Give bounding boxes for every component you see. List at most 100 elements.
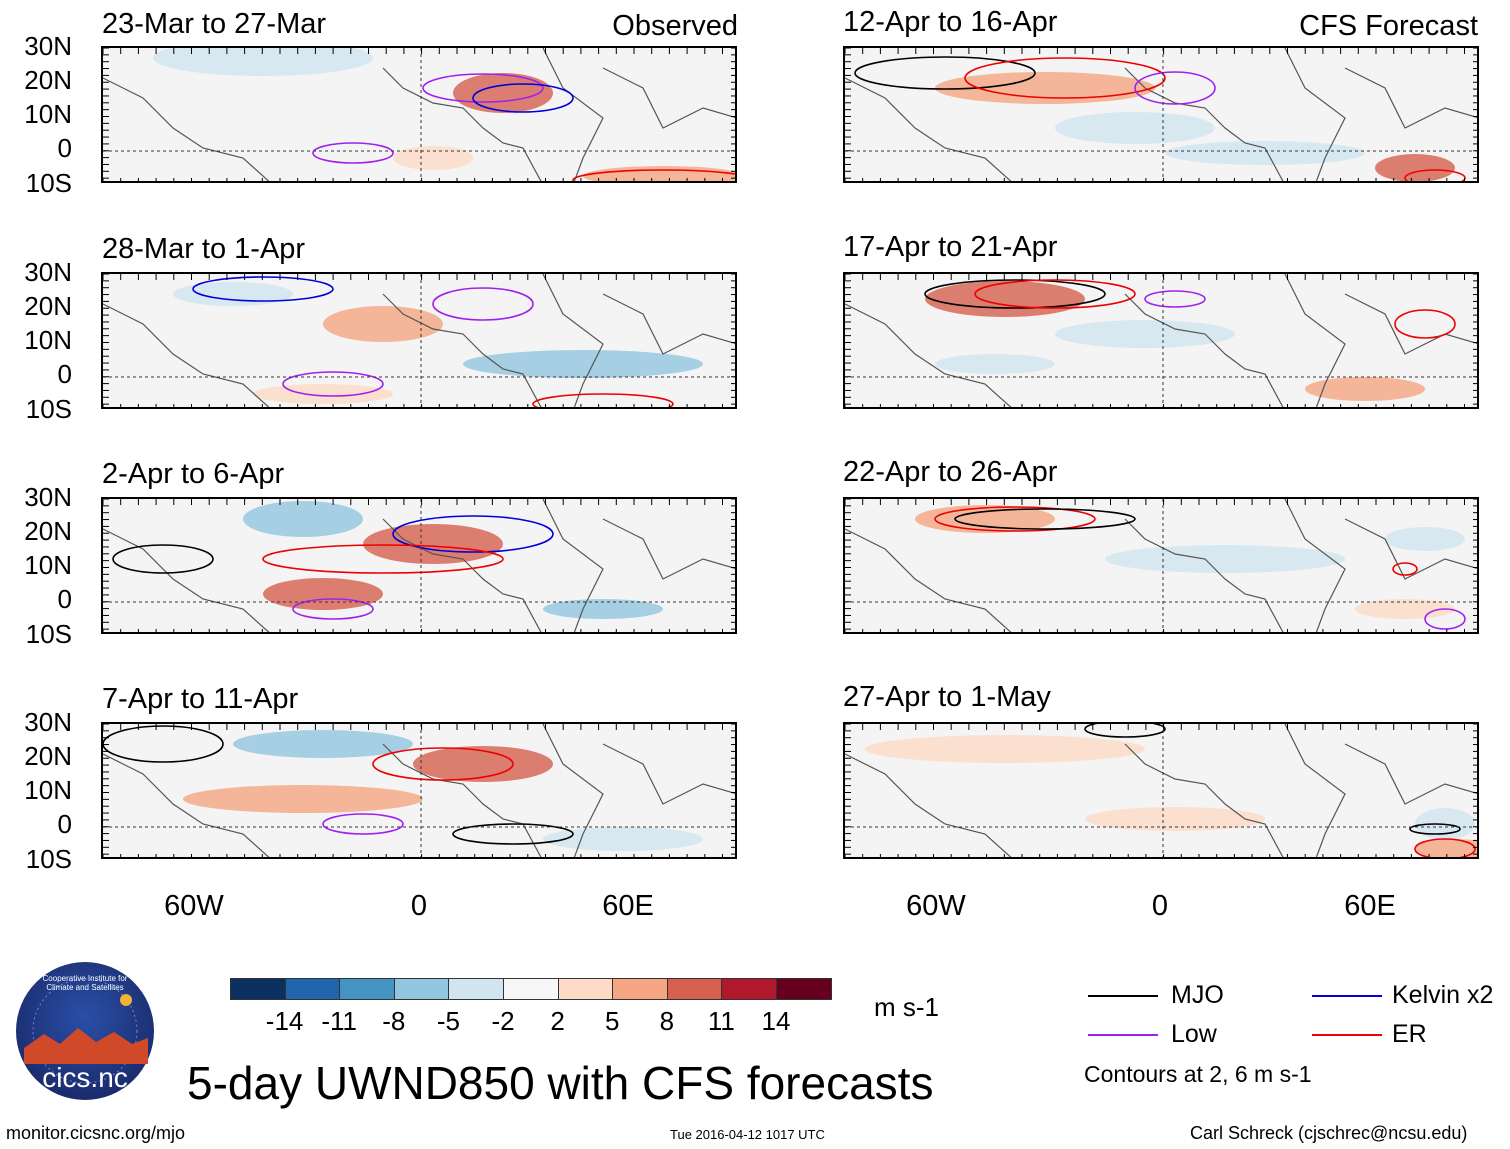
wave-contour — [964, 57, 1166, 99]
colorbar-label: 2 — [550, 1006, 565, 1036]
colorbar-swatch — [284, 978, 341, 1000]
wave-contour — [974, 279, 1136, 309]
wave-contour — [452, 823, 574, 845]
credit: Carl Schreck (cjschrec@ncsu.edu) — [1190, 1123, 1468, 1143]
wave-contour — [422, 73, 544, 103]
wind-anomaly-shading — [925, 281, 1085, 317]
figure-title: 5-day UWND850 with CFS forecasts — [187, 1057, 934, 1109]
y-tick-20n-row1: 20N — [24, 65, 72, 95]
colorbar-swatch — [612, 978, 668, 1000]
wind-anomaly-shading — [543, 599, 663, 619]
x-tick-60w-right: 60W — [906, 890, 966, 922]
colorbar-swatch — [776, 978, 832, 1000]
wave-contour — [103, 725, 224, 763]
observed-label: Observed — [612, 10, 738, 42]
wind-anomaly-shading — [1355, 599, 1455, 619]
colorbar-label: 14 — [761, 1006, 791, 1036]
wave-contour — [924, 279, 1106, 309]
legend-low-line — [1088, 1034, 1158, 1036]
wave-contour — [292, 598, 374, 620]
colorbar-label: -2 — [491, 1006, 515, 1036]
wave-contour — [112, 544, 214, 574]
wind-anomaly-shading — [263, 578, 383, 610]
coastline — [103, 48, 735, 181]
wind-anomaly-shading — [463, 350, 703, 378]
wave-contour — [1414, 838, 1476, 857]
x-tick-60e-left: 60E — [602, 890, 654, 922]
legend-note: Contours at 2, 6 m s-1 — [1084, 1061, 1312, 1087]
y-tick-10n-row4: 10N — [24, 775, 72, 805]
panel-title-fc-1: 12-Apr to 16-Apr — [843, 6, 1058, 38]
wind-anomaly-shading — [865, 735, 1145, 763]
wave-contour — [934, 506, 1096, 532]
colorbar-swatch — [339, 978, 395, 1000]
y-tick-10s-row3: 10S — [25, 619, 72, 649]
colorbar-swatch — [666, 978, 723, 1000]
map-svg — [103, 499, 735, 632]
colorbar-swatch — [230, 978, 286, 1000]
colorbar-label: -14 — [265, 1006, 304, 1036]
wave-contour — [1084, 724, 1166, 738]
y-tick-30n-row1: 30N — [24, 31, 72, 61]
y-tick-10n-row3: 10N — [24, 550, 72, 580]
legend-kelvin-line — [1312, 995, 1382, 997]
y-tick-20n-row4: 20N — [24, 741, 72, 771]
coastline — [103, 724, 735, 857]
logo-ring-text: Cooperative Institute for Climate and Sa… — [42, 974, 128, 992]
map-panel-obs-1 — [101, 46, 737, 183]
y-tick-eq-row3: 0 — [57, 584, 72, 614]
wave-contour — [432, 287, 534, 321]
colorbar-label: -5 — [436, 1006, 460, 1036]
map-panel-fc-3 — [843, 497, 1479, 634]
colorbar-label: -8 — [382, 1006, 406, 1036]
wave-contour — [1394, 309, 1456, 339]
wind-anomaly-shading — [1375, 154, 1455, 181]
wind-anomaly-shading — [1085, 807, 1265, 831]
wave-contour — [312, 142, 394, 164]
wave-contour — [1392, 562, 1418, 576]
y-tick-10s-row1: 10S — [25, 168, 72, 198]
panel-title-fc-4: 27-Apr to 1-May — [843, 681, 1051, 713]
map-panel-obs-2 — [101, 272, 737, 409]
wind-anomaly-shading — [243, 501, 363, 537]
coastline — [845, 48, 1477, 181]
wave-contour — [1134, 71, 1216, 105]
y-tick-30n-row4: 30N — [24, 707, 72, 737]
colorbar-label: 5 — [604, 1006, 620, 1036]
wave-contour — [572, 169, 735, 181]
wind-anomaly-shading — [1055, 112, 1215, 144]
coastline — [845, 274, 1477, 407]
cics-logo: Cooperative Institute for Climate and Sa… — [14, 960, 156, 1102]
wave-contour — [472, 83, 574, 113]
legend-kelvin-label: Kelvin x2 — [1392, 981, 1494, 1009]
wind-anomaly-shading — [253, 384, 393, 404]
y-tick-20n-row2: 20N — [24, 291, 72, 321]
y-tick-10s-row4: 10S — [25, 844, 72, 874]
logo-text: cics.nc — [42, 1062, 128, 1093]
wind-anomaly-shading — [1105, 545, 1345, 573]
wind-anomaly-shading — [233, 730, 413, 758]
colorbar-swatch — [393, 978, 450, 1000]
map-svg — [103, 724, 735, 857]
x-tick-60e-right: 60E — [1344, 890, 1396, 922]
map-svg — [845, 274, 1477, 407]
wind-anomaly-shading — [583, 166, 735, 181]
map-panel-fc-2 — [843, 272, 1479, 409]
colorbar-swatch — [557, 978, 614, 1000]
wave-contour — [954, 508, 1136, 530]
legend-mjo-label: MJO — [1171, 981, 1224, 1009]
map-svg — [845, 724, 1477, 857]
map-panel-obs-4 — [101, 722, 737, 859]
source-url[interactable]: monitor.cicsnc.org/mjo — [6, 1123, 186, 1143]
map-svg — [103, 274, 735, 407]
wave-contour — [1409, 823, 1461, 835]
y-tick-10s-row2: 10S — [25, 394, 72, 424]
wind-anomaly-shading — [173, 282, 293, 306]
wind-anomaly-shading — [1165, 141, 1365, 165]
x-tick-0-right: 0 — [1151, 890, 1169, 922]
wave-contour — [372, 747, 514, 781]
y-tick-eq-row1: 0 — [57, 133, 72, 163]
panel-title-obs-3: 2-Apr to 6-Apr — [102, 458, 285, 490]
colorbar-swatch — [721, 978, 777, 1000]
